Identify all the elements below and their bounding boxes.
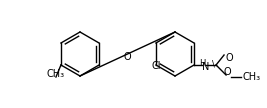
Text: CH₃: CH₃ [47, 69, 65, 79]
Text: N: N [202, 62, 209, 72]
Text: O: O [223, 67, 231, 77]
Text: H: H [199, 59, 205, 68]
Text: O: O [124, 52, 131, 62]
Text: CH₃: CH₃ [242, 72, 260, 82]
Text: O: O [225, 53, 233, 63]
Text: Cl: Cl [151, 61, 161, 71]
Text: \: \ [212, 60, 214, 68]
